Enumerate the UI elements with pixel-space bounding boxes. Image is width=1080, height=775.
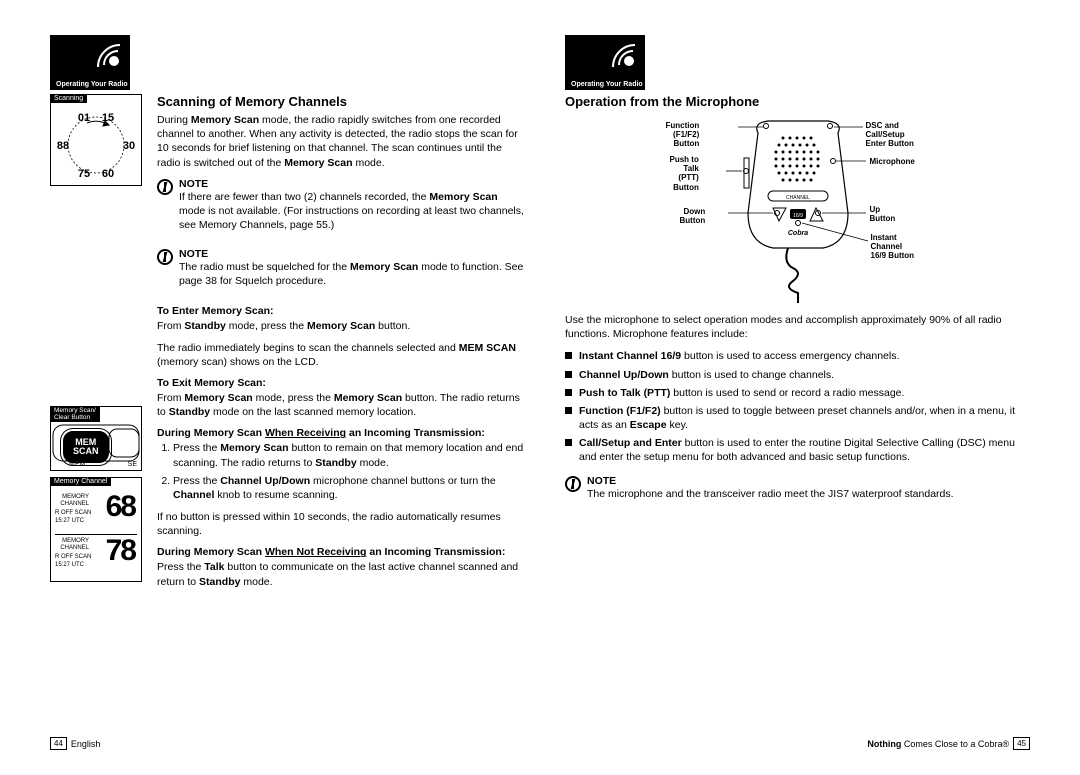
- left-text-column: Scanning of Memory Channels During Memor…: [157, 35, 525, 597]
- svg-text:30: 30: [123, 140, 135, 152]
- right-title: Operation from the Microphone: [565, 94, 1030, 109]
- microphone-diagram: CHANNEL 16/9 Cobra: [608, 113, 988, 303]
- left-illustration-column: Operating Your Radio Scanning 01 15 30 6…: [50, 35, 145, 597]
- lcd-label: Memory Channel: [50, 477, 111, 486]
- lcd-illustration: Memory Channel MEMORY CHANNEL R OFF SCAN…: [50, 477, 142, 582]
- svg-text:75: 75: [78, 168, 90, 180]
- feature-list: Instant Channel 16/9 button is used to a…: [565, 349, 1030, 468]
- scan-label: Scanning: [50, 94, 87, 103]
- note-icon: [157, 249, 173, 265]
- right-note-text: The microphone and the transceiver radio…: [587, 487, 1030, 501]
- svg-text:CHANNEL: CHANNEL: [786, 195, 810, 201]
- notrecv-heading: During Memory Scan When Not Receiving an…: [157, 546, 525, 558]
- right-note: Note The microphone and the transceiver …: [565, 475, 1030, 509]
- left-intro: During Memory Scan mode, the radio rapid…: [157, 113, 525, 170]
- recv-list: Press the Memory Scan button to remain o…: [157, 441, 525, 502]
- mic-label-ptt: Push to Talk (PTT) Button: [670, 155, 699, 192]
- footer-right: Nothing Comes Close to a Cobra® 45: [867, 737, 1030, 750]
- note-label: Note: [179, 248, 525, 260]
- list-item: Push to Talk (PTT) button is used to sen…: [565, 386, 1030, 400]
- note-2: Note The radio must be squelched for the…: [157, 248, 525, 296]
- footer-left: 44 English: [50, 737, 100, 750]
- list-item: Instant Channel 16/9 button is used to a…: [565, 349, 1030, 363]
- mic-label-down: Down Button: [680, 207, 706, 225]
- list-item: Channel Up/Down button is used to change…: [565, 368, 1030, 382]
- page-number-left: 44: [50, 737, 67, 750]
- nopress: If no button is pressed within 10 second…: [157, 510, 525, 538]
- header-icon-right: Operating Your Radio: [565, 35, 645, 90]
- mic-label-instant: Instant Channel 16/9 Button: [871, 233, 915, 261]
- left-content: Operating Your Radio Scanning 01 15 30 6…: [50, 35, 525, 597]
- header-label-left: Operating Your Radio: [56, 81, 128, 88]
- header-icon-left: Operating Your Radio: [50, 35, 130, 90]
- list-item: Call/Setup and Enter button is used to e…: [565, 436, 1030, 464]
- svg-text:88: 88: [57, 140, 69, 152]
- mic-label-dsc: DSC and Call/Setup Enter Button: [866, 121, 914, 149]
- recv-heading: During Memory Scan When Receiving an Inc…: [157, 427, 525, 439]
- svg-text:16/9: 16/9: [793, 213, 803, 219]
- memscan-label: Memory Scan/ Clear Button: [50, 406, 100, 422]
- enter-heading: To Enter Memory Scan:: [157, 305, 525, 317]
- svg-text:Cobra: Cobra: [787, 230, 807, 237]
- note-icon: [157, 179, 173, 195]
- header-label-right: Operating Your Radio: [571, 81, 643, 88]
- right-intro: Use the microphone to select operation m…: [565, 313, 1030, 341]
- radio-wave-icon: [607, 39, 637, 69]
- left-title: Scanning of Memory Channels: [157, 94, 525, 109]
- page-number-right: 45: [1013, 737, 1030, 750]
- page-right: Operating Your Radio Operation from the …: [540, 35, 1050, 750]
- radio-wave-icon: [92, 39, 122, 69]
- mic-label-up: Up Button: [870, 205, 896, 223]
- memscan-illustration: Memory Scan/ Clear Button MEM SCAN MEM S…: [50, 406, 142, 471]
- page-lang: English: [71, 739, 101, 749]
- mem-scan-button-graphic: MEM SCAN: [63, 431, 109, 463]
- note-label: Note: [179, 178, 525, 190]
- scan-dial-illustration: Scanning 01 15 30 60 75 88: [50, 94, 142, 186]
- note-icon: [565, 476, 581, 492]
- mic-label-func: Function (F1/F2) Button: [666, 121, 700, 149]
- note-label: Note: [587, 475, 1030, 487]
- exit-heading: To Exit Memory Scan:: [157, 377, 525, 389]
- page-left: Operating Your Radio Scanning 01 15 30 6…: [30, 35, 540, 750]
- mic-label-mic: Microphone: [870, 157, 915, 166]
- list-item: Function (F1/F2) button is used to toggl…: [565, 404, 1030, 432]
- right-header-area: Operating Your Radio: [565, 35, 1030, 94]
- svg-text:60: 60: [102, 168, 114, 180]
- note-1: Note If there are fewer than two (2) cha…: [157, 178, 525, 241]
